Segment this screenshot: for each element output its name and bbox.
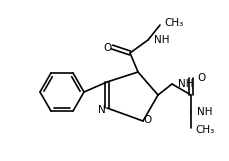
Text: O: O [103, 43, 111, 53]
Text: NH: NH [178, 79, 194, 89]
Text: CH₃: CH₃ [195, 125, 214, 135]
Text: NH: NH [197, 107, 213, 117]
Text: O: O [144, 115, 152, 125]
Text: N: N [98, 105, 106, 115]
Text: CH₃: CH₃ [164, 18, 183, 28]
Text: NH: NH [154, 35, 169, 45]
Text: O: O [197, 73, 205, 83]
